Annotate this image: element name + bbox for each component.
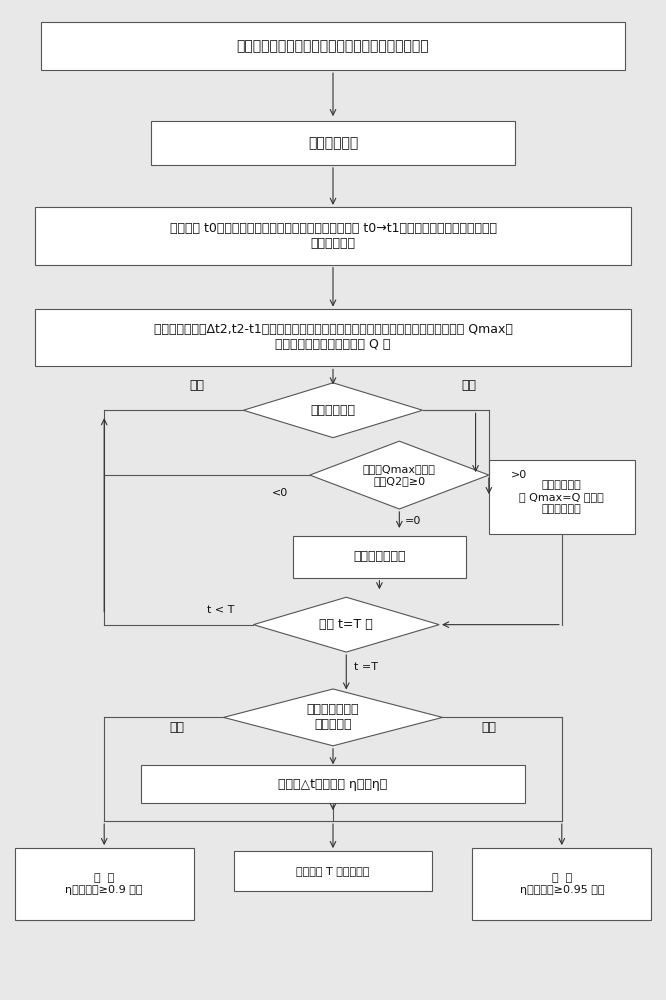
FancyBboxPatch shape (151, 121, 515, 165)
Text: =0: =0 (404, 516, 421, 526)
Text: 旱  田
η旱平均值≥0.9 报警: 旱 田 η旱平均值≥0.9 报警 (65, 873, 143, 895)
Text: 水田: 水田 (482, 721, 496, 734)
Polygon shape (244, 383, 422, 438)
FancyBboxPatch shape (293, 536, 466, 578)
Text: 在第二采样时刻Δt2,t2-t1，计算：单位容积土壤内的温度平均值，田地土壤最大需水量 Qmax，
土壤当前实际需灌溉的水量 Q 实: 在第二采样时刻Δt2,t2-t1，计算：单位容积土壤内的温度平均值，田地土壤最大… (154, 323, 512, 351)
Text: 计算机初始化: 计算机初始化 (308, 136, 358, 150)
FancyBboxPatch shape (141, 765, 525, 803)
Text: t < T: t < T (206, 605, 234, 615)
FancyBboxPatch shape (41, 22, 625, 70)
FancyBboxPatch shape (489, 460, 635, 534)
Text: >0: >0 (511, 470, 527, 480)
Polygon shape (310, 441, 489, 509)
Polygon shape (254, 597, 439, 652)
Text: 水  田
η水平均值≥0.95 报警: 水 田 η水平均值≥0.95 报警 (519, 873, 604, 895)
Text: 切断磁力控制阀: 切断磁力控制阀 (353, 550, 406, 563)
FancyBboxPatch shape (472, 848, 651, 920)
FancyBboxPatch shape (15, 848, 194, 920)
FancyBboxPatch shape (35, 207, 631, 265)
Text: 计算各△t内平均的 η水或η旱: 计算各△t内平均的 η水或η旱 (278, 778, 388, 791)
Text: 构建农田土壤湿度和灌溉水量的分布式联合监控系统: 构建农田土壤湿度和灌溉水量的分布式联合监控系统 (236, 39, 430, 53)
Text: 温室: 温室 (462, 379, 476, 392)
Text: 继续灌水，直
到 Qmax=Q 实，切
断磁力控制阀: 继续灌水，直 到 Qmax=Q 实，切 断磁力控制阀 (519, 480, 604, 514)
FancyBboxPatch shape (234, 851, 432, 891)
Text: 旱田: 旱田 (170, 721, 184, 734)
Text: 大田: 大田 (190, 379, 204, 392)
Text: 判断 t=T 否: 判断 t=T 否 (320, 618, 373, 631)
Text: 初始时刻 t0，启动计算机和各土壤湿度无线传感器，在 t0→t1，输入实时参数，计算机采集
第一采样间隔: 初始时刻 t0，启动计算机和各土壤湿度无线传感器，在 t0→t1，输入实时参数，… (170, 222, 496, 250)
Text: 判断（Qmax－已灌
水量Q2）≥0: 判断（Qmax－已灌 水量Q2）≥0 (363, 464, 436, 486)
Text: 判别种植方式: 判别种植方式 (310, 404, 356, 417)
Text: t =T: t =T (354, 662, 378, 672)
FancyBboxPatch shape (35, 309, 631, 366)
Text: 判别田地种类：
水田或旱田: 判别田地种类： 水田或旱田 (307, 703, 359, 731)
Text: 一个周期 T 内监督结束: 一个周期 T 内监督结束 (296, 866, 370, 876)
Polygon shape (224, 689, 442, 746)
Text: <0: <0 (272, 488, 288, 498)
